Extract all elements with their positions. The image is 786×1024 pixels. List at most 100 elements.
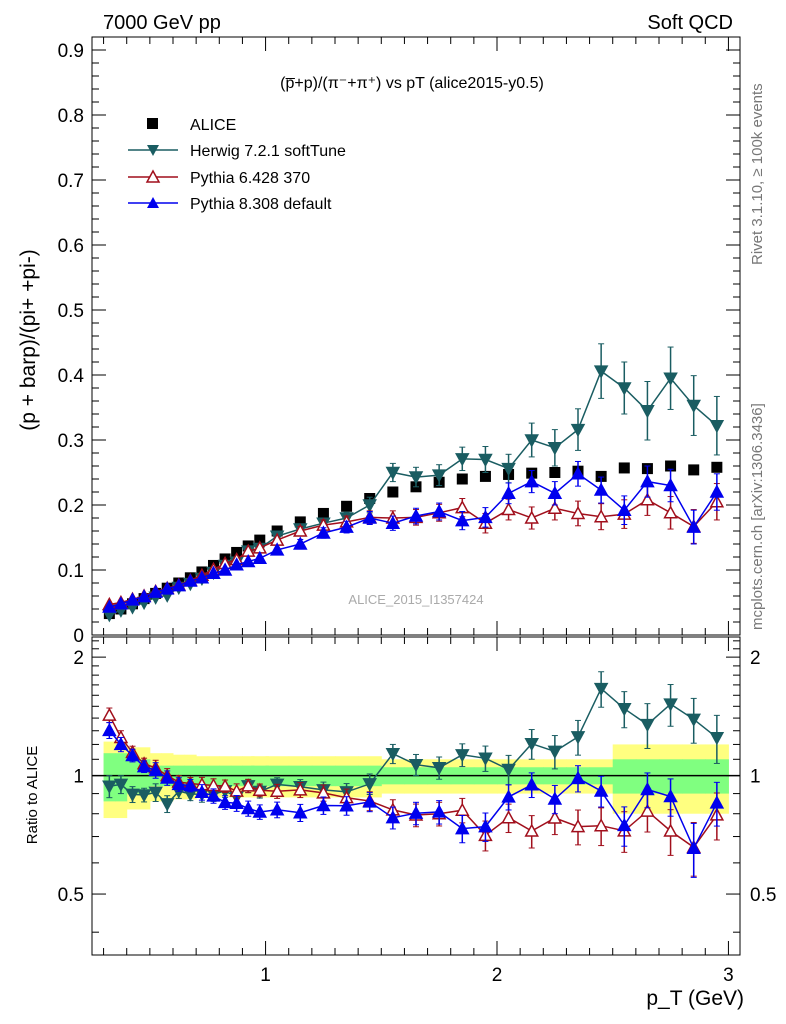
ratio-point-pythia6: [455, 802, 470, 816]
ratio-point-pythia8: [240, 800, 256, 815]
x-tick-label: 3: [723, 965, 734, 986]
ratio-point-herwig: [663, 698, 678, 712]
ratio-point-herwig: [501, 763, 516, 778]
ratio-point-pythia8: [171, 776, 187, 791]
ratio-point-pythia6: [252, 782, 268, 796]
data-point-pythia8: [547, 485, 563, 500]
ratio-point-pythia8: [102, 722, 117, 737]
data-point-herwig: [362, 499, 377, 513]
data-point-pythia8: [183, 573, 198, 587]
y-tick-label: 0.3: [58, 431, 84, 452]
rivet-label: Rivet 3.1.10, ≥ 100k events: [749, 83, 766, 265]
ratio-point-herwig: [362, 778, 377, 792]
ratio-point-herwig: [686, 713, 701, 727]
ratio-point-pythia8: [408, 805, 424, 819]
data-point-pythia6: [455, 500, 470, 514]
data-point-pythia8: [148, 584, 163, 598]
ratio-point-pythia8: [663, 788, 678, 803]
data-point-pythia8: [593, 482, 609, 496]
data-point-pythia8: [252, 550, 268, 565]
ratio-y-tick-label: 2: [73, 648, 84, 669]
ratio-point-pythia8: [148, 762, 163, 777]
data-point-herwig: [640, 405, 655, 419]
ratio-point-pythia8: [385, 810, 401, 824]
data-point-pythia8: [217, 562, 233, 576]
ratio-point-pythia6: [663, 823, 678, 837]
ratio-point-pythia8: [269, 802, 285, 816]
x-tick-label: 1: [260, 965, 271, 986]
ratio-point-pythia6: [240, 778, 256, 792]
ratio-point-pythia8: [293, 805, 308, 819]
ratio-point-pythia8: [206, 788, 221, 802]
ratio-y-tick-label-right: 1: [750, 767, 761, 788]
legend-marker-pythia8: [147, 197, 159, 208]
data-point-pythia8: [136, 589, 152, 603]
data-point-herwig: [431, 469, 447, 483]
ratio-point-pythia8: [229, 795, 244, 810]
data-point-pythia8: [269, 542, 285, 556]
x-axis-label: p_T (GeV): [646, 987, 744, 1010]
chart-marks: [102, 343, 725, 878]
data-point-pythia8: [501, 485, 516, 500]
data-point-pythia8: [293, 536, 308, 550]
data-point-herwig: [385, 466, 401, 481]
legend-marker-herwig: [147, 145, 159, 156]
ratio-point-pythia8: [194, 784, 210, 798]
y-axis-label: (p + barp)/(pi+ +pi-): [17, 249, 40, 431]
data-point-pythia8: [125, 592, 140, 606]
ratio-point-pythia8: [640, 781, 655, 796]
ratio-point-pythia6: [501, 810, 516, 824]
data-point-alice: [479, 470, 491, 482]
ratio-point-pythia8: [125, 747, 140, 762]
ratio-point-herwig: [524, 737, 539, 752]
ratio-line-herwig: [109, 687, 718, 805]
ratio-point-pythia6: [269, 783, 285, 797]
data-point-herwig: [478, 453, 493, 468]
ratio-y-tick-label-right: 0.5: [750, 885, 776, 906]
data-point-alice: [294, 516, 306, 528]
ratio-point-pythia6: [570, 819, 586, 833]
ratio-point-herwig: [455, 749, 470, 763]
ratio-y-tick-label: 1: [73, 767, 84, 788]
data-point-pythia8: [194, 570, 210, 584]
ratio-point-pythia6: [293, 782, 308, 796]
y-tick-label: 0.8: [58, 106, 84, 127]
ratio-point-pythia8: [431, 804, 447, 818]
data-point-alice: [456, 473, 468, 485]
ratio-point-herwig: [478, 752, 493, 766]
data-point-pythia8: [663, 477, 678, 492]
data-point-alice: [254, 534, 266, 546]
ratio-point-herwig: [125, 788, 140, 802]
ratio-point-pythia6: [102, 707, 117, 721]
data-point-alice: [665, 460, 677, 472]
ratio-point-pythia8: [217, 794, 233, 809]
ratio-point-herwig: [431, 762, 447, 776]
ratio-point-pythia8: [113, 736, 129, 751]
ratio-point-herwig: [709, 731, 725, 746]
legend-alice: ALICE: [190, 117, 236, 134]
data-point-herwig: [524, 434, 539, 448]
data-point-pythia8: [385, 515, 401, 529]
chart-title: (p̅+p)/(π⁻+π⁺) vs pT (alice2015-y0.5): [280, 75, 544, 92]
ratio-point-pythia8: [524, 777, 539, 791]
data-point-pythia8: [570, 466, 586, 480]
ratio-band-stat: [682, 759, 706, 794]
data-point-pythia6: [663, 505, 678, 519]
data-point-pythia6: [547, 500, 563, 514]
ratio-point-pythia8: [709, 795, 725, 809]
data-point-pythia8: [240, 553, 256, 568]
data-point-herwig: [455, 453, 470, 467]
ratio-point-herwig: [617, 702, 632, 717]
ratio-point-pythia8: [183, 778, 198, 792]
data-point-herwig: [593, 365, 609, 379]
data-point-pythia8: [229, 557, 244, 571]
ratio-point-pythia8: [159, 770, 175, 784]
data-point-pythia8: [316, 525, 331, 539]
ratio-point-pythia6: [217, 778, 233, 792]
data-point-herwig: [547, 442, 563, 456]
watermark: ALICE_2015_I1357424: [348, 592, 483, 607]
ratio-point-pythia8: [252, 804, 268, 818]
ratio-point-herwig: [547, 745, 563, 759]
data-point-herwig: [408, 471, 424, 485]
ratio-point-pythia8: [136, 759, 152, 773]
